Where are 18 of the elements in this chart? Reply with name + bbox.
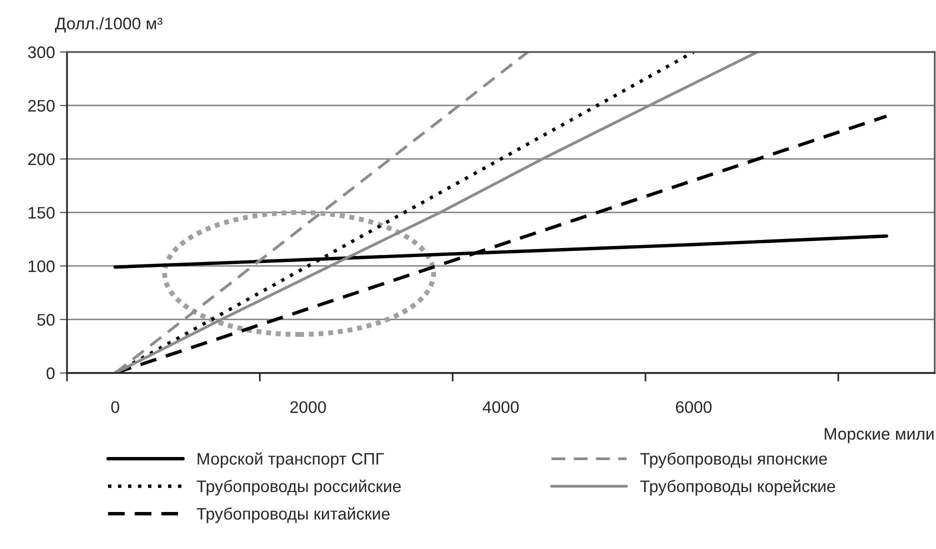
x-tick-label: 4000 <box>482 401 519 414</box>
x-tick-label: 0 <box>111 401 120 414</box>
y-tick-label: 150 <box>28 206 55 219</box>
legend-label: Трубопроводы японские <box>640 452 827 468</box>
y-tick-label: 200 <box>28 153 55 166</box>
x-axis-title: Морские мили <box>824 428 934 444</box>
y-tick-label: 100 <box>28 260 55 272</box>
y-tick-label: 0 <box>46 367 55 380</box>
legend-label: Трубопроводы китайские <box>196 507 390 524</box>
y-tick-label: 50 <box>37 314 55 326</box>
y-tick-label: 250 <box>28 100 55 112</box>
x-tick-label: 6000 <box>676 401 712 414</box>
y-tick-label: 300 <box>28 46 55 58</box>
y-axis-title: Долл./1000 м³ <box>54 17 162 33</box>
legend-label: Трубопроводы корейские <box>640 480 836 496</box>
legend-label: Морской транспорт СПГ <box>198 452 384 468</box>
legend-label: Трубопроводы российские <box>196 480 401 496</box>
x-tick-label: 2000 <box>290 401 326 414</box>
